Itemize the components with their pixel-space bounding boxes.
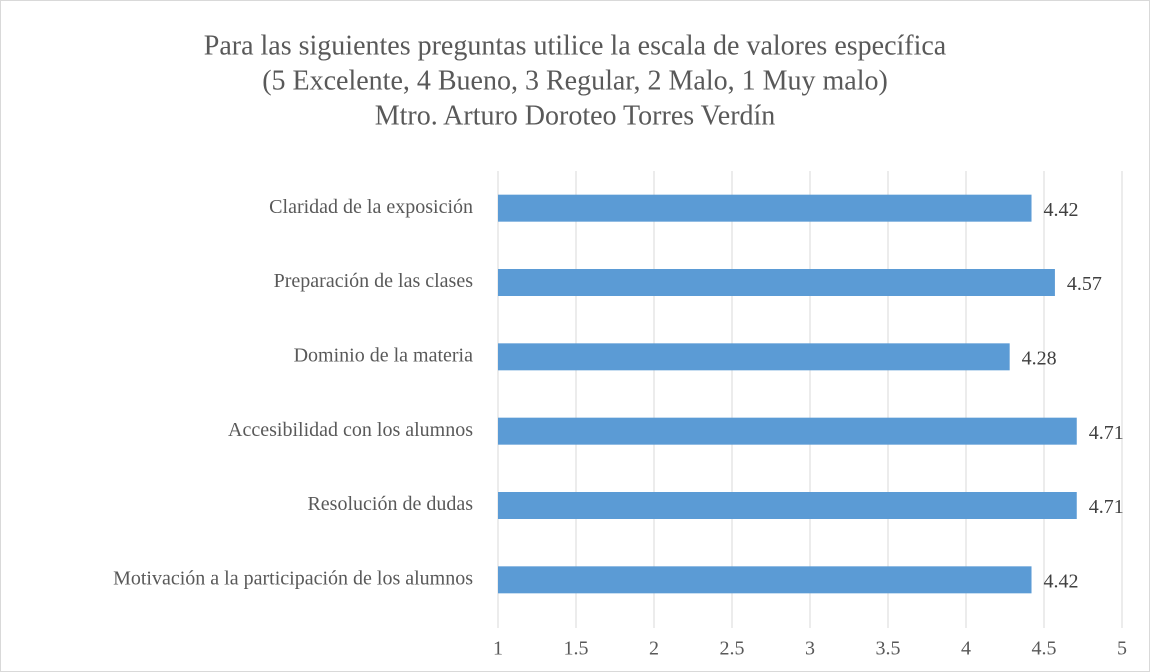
bar (498, 566, 1032, 594)
x-tick-label: 1 (493, 638, 503, 660)
x-tick-label: 3.5 (876, 638, 901, 660)
value-label: 4.42 (1044, 570, 1079, 592)
value-label: 4.42 (1044, 199, 1079, 221)
y-tick-label: Accesibilidad con los alumnos (228, 419, 473, 441)
bar (498, 343, 1010, 371)
y-tick-label: Claridad de la exposición (269, 196, 473, 218)
chart-title: Para las siguientes preguntas utilice la… (204, 30, 947, 61)
y-tick-label: Motivación a la participación de los alu… (113, 567, 473, 589)
bar (498, 269, 1055, 296)
x-tick-label: 3 (805, 638, 815, 660)
x-tick-label: 4.5 (1032, 638, 1057, 660)
value-label: 4.71 (1089, 496, 1124, 518)
y-tick-label: Resolución de dudas (307, 493, 473, 515)
bar (498, 417, 1077, 445)
y-tick-label: Preparación de las clases (274, 270, 474, 292)
value-label: 4.28 (1022, 347, 1057, 369)
x-tick-label: 4 (961, 638, 971, 660)
chart-title: (5 Excelente, 4 Bueno, 3 Regular, 2 Malo… (262, 65, 888, 96)
x-tick-label: 2.5 (720, 638, 745, 660)
value-label: 4.71 (1089, 422, 1124, 444)
y-tick-label: Dominio de la materia (294, 344, 474, 366)
x-tick-label: 2 (649, 638, 659, 660)
bar (498, 492, 1077, 519)
chart-title: Mtro. Arturo Doroteo Torres Verdín (375, 100, 776, 131)
x-tick-label: 1.5 (564, 638, 589, 660)
value-label: 4.57 (1067, 273, 1102, 295)
x-tick-label: 5 (1117, 638, 1127, 660)
bar (498, 194, 1032, 222)
